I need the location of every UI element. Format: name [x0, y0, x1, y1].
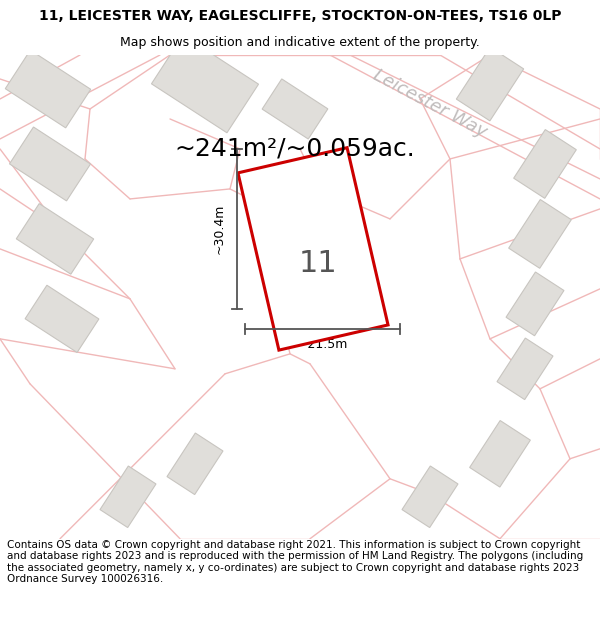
- Polygon shape: [497, 338, 553, 399]
- Polygon shape: [514, 129, 577, 198]
- Polygon shape: [262, 79, 328, 139]
- Polygon shape: [470, 421, 530, 487]
- Text: Map shows position and indicative extent of the property.: Map shows position and indicative extent…: [120, 36, 480, 49]
- Polygon shape: [25, 285, 99, 352]
- Polygon shape: [509, 199, 571, 268]
- Text: ~30.4m: ~30.4m: [212, 204, 226, 254]
- Polygon shape: [506, 272, 564, 336]
- Text: 11: 11: [299, 249, 337, 278]
- Text: 11, LEICESTER WAY, EAGLESCLIFFE, STOCKTON-ON-TEES, TS16 0LP: 11, LEICESTER WAY, EAGLESCLIFFE, STOCKTO…: [39, 9, 561, 24]
- Polygon shape: [151, 35, 259, 132]
- Text: Leicester Way: Leicester Way: [370, 66, 490, 141]
- Polygon shape: [457, 47, 524, 121]
- Text: ~241m²/~0.059ac.: ~241m²/~0.059ac.: [175, 137, 415, 161]
- Polygon shape: [100, 466, 156, 528]
- Polygon shape: [10, 127, 91, 201]
- Polygon shape: [5, 50, 91, 128]
- Polygon shape: [238, 148, 388, 350]
- Text: Contains OS data © Crown copyright and database right 2021. This information is : Contains OS data © Crown copyright and d…: [7, 539, 583, 584]
- Polygon shape: [402, 466, 458, 528]
- Polygon shape: [167, 433, 223, 494]
- Polygon shape: [16, 204, 94, 274]
- Text: ~21.5m: ~21.5m: [298, 338, 347, 351]
